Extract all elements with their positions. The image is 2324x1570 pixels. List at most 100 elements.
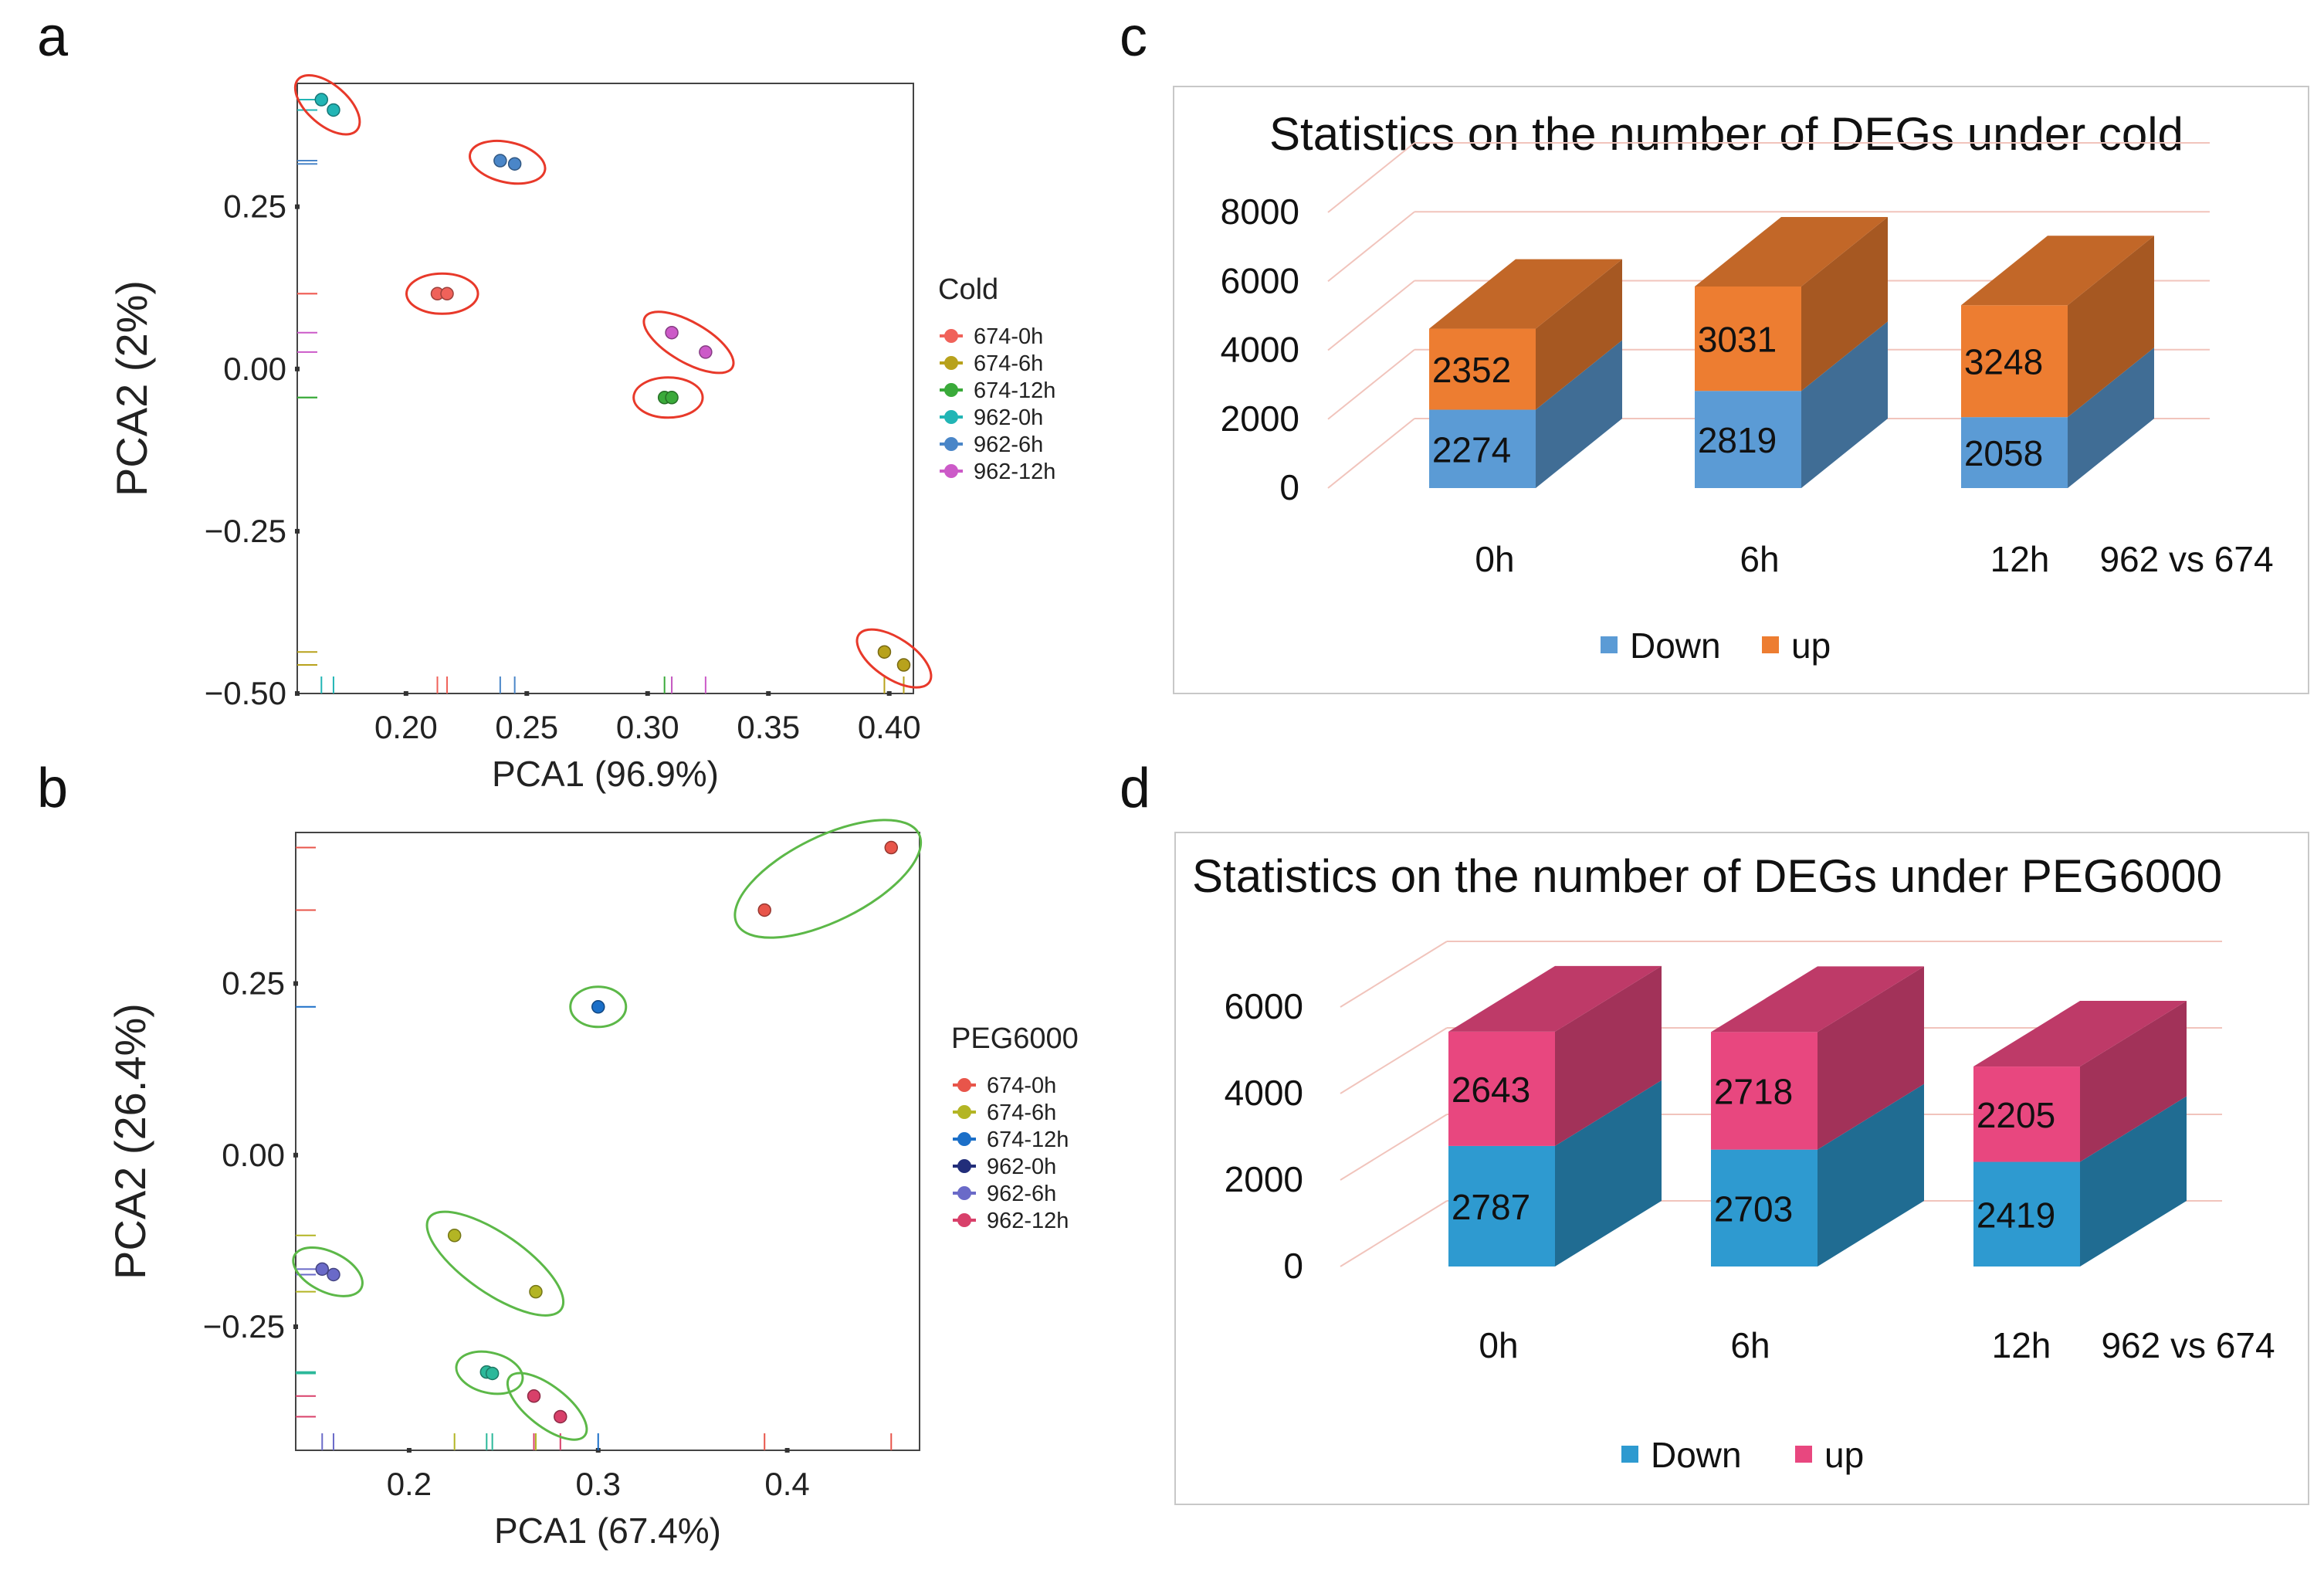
y-tick-label: −0.25 <box>205 513 286 549</box>
data-point <box>896 658 911 672</box>
y-tick-mark <box>293 981 298 986</box>
x-tick-label: 0.2 <box>387 1466 432 1502</box>
plot-frame <box>296 83 914 694</box>
data-point <box>314 93 329 107</box>
data-label-down: 2787 <box>1452 1187 1530 1227</box>
data-point <box>665 391 679 405</box>
data-point <box>440 287 454 301</box>
bar-side-up <box>2068 236 2154 418</box>
gridline-side <box>1327 280 1415 351</box>
data-point <box>591 1000 605 1014</box>
y-tick-label: 0.00 <box>223 351 286 387</box>
bar-top <box>1448 965 1662 1032</box>
bar-side-up <box>1555 965 1662 1146</box>
bar-segment-down <box>1448 1145 1555 1267</box>
data-point <box>507 157 522 171</box>
category-label: 12h <box>1990 539 2050 579</box>
y-tick-label: 6000 <box>1225 986 1303 1026</box>
stacked-bar-12h: 2419 2205 <box>1973 1001 2187 1267</box>
bar-side-up <box>1536 259 1622 410</box>
y-tick-mark <box>293 1324 298 1329</box>
legend-item-label: 674-12h <box>974 378 1055 403</box>
data-label-up: 3031 <box>1698 320 1777 360</box>
x-axis-label: PCA1 (96.9%) <box>492 754 719 794</box>
y-tick-label: 0 <box>1283 1246 1303 1286</box>
stacked-bar-0h: 2274 2352 <box>1429 259 1622 488</box>
data-point <box>527 1389 541 1403</box>
legend-title: Cold <box>938 273 998 306</box>
legend-item-label: 962-6h <box>987 1182 1056 1206</box>
data-point <box>327 103 340 117</box>
legend-item-label: 962-12h <box>974 459 1055 484</box>
data-point <box>554 1409 567 1424</box>
x-tick-label: 0.30 <box>616 709 679 745</box>
gridline-side <box>1340 1200 1448 1267</box>
legend-title: PEG6000 <box>951 1022 1079 1055</box>
legend-key-dot <box>944 356 958 370</box>
bar-top <box>1973 1001 2187 1067</box>
data-point <box>447 1229 462 1243</box>
y-tick-label: 0.25 <box>223 188 286 225</box>
bar-top <box>1429 259 1622 329</box>
legend-label-up: up <box>1824 1435 1864 1475</box>
bar-segment-down <box>1711 1149 1818 1267</box>
panel-label-c: c <box>1120 6 1147 68</box>
x-tick-label: 0.40 <box>858 709 921 745</box>
data-label-down: 2703 <box>1714 1189 1793 1229</box>
data-point <box>884 840 899 855</box>
bar-side-up <box>2080 1001 2187 1162</box>
bar-side-down <box>1801 321 1888 488</box>
y-tick-label: −0.50 <box>205 675 286 711</box>
legend-item-label: 674-6h <box>974 351 1043 376</box>
bar-side-down <box>1818 1083 1924 1267</box>
category-label: 12h <box>1992 1325 2051 1365</box>
bar-segment-down <box>1973 1161 2080 1267</box>
group-ellipse <box>405 272 479 315</box>
pca-plot-b: 0.2 0.3 0.4 0.25 0.00 −0.25 PCA1 (67.4%) PCA2 (… <box>106 819 1079 1551</box>
legend-key-dot <box>944 410 958 424</box>
bar-top <box>1711 966 1924 1033</box>
legend-key-dot <box>957 1213 971 1227</box>
legend-label-down: Down <box>1651 1435 1742 1475</box>
y-tick-mark <box>295 528 300 534</box>
legend-item-label: 962-12h <box>987 1209 1069 1233</box>
group-ellipse <box>569 985 628 1029</box>
legend-label-down: Down <box>1630 626 1721 666</box>
legend-key-dot <box>957 1186 971 1200</box>
panel-label-a: a <box>37 6 69 68</box>
legend-key-dot <box>944 383 958 397</box>
group-ellipse <box>293 73 361 136</box>
panel-label-d: d <box>1120 758 1150 819</box>
data-label-up: 2643 <box>1452 1070 1530 1110</box>
group-ellipse <box>292 1246 364 1297</box>
data-point <box>665 325 679 340</box>
y-tick-label: 8000 <box>1221 192 1299 232</box>
bar-segment-up <box>1961 305 2068 418</box>
legend-item-label: 962-6h <box>974 432 1043 457</box>
gridline-side <box>1340 941 1448 1008</box>
comparison-label: 962 vs 674 <box>2099 539 2273 579</box>
legend-item-label: 674-0h <box>974 324 1043 349</box>
data-label-up: 2352 <box>1432 350 1511 390</box>
y-tick-label: 4000 <box>1221 330 1299 370</box>
group-ellipse <box>425 1210 565 1317</box>
legend-item-label: 674-12h <box>987 1127 1069 1152</box>
y-tick-label: −0.25 <box>203 1308 285 1345</box>
gridline-side <box>1327 142 1415 213</box>
data-point <box>529 1284 543 1299</box>
group-ellipse <box>632 376 704 419</box>
data-label-down: 2058 <box>1964 433 2043 473</box>
legend-key-dot <box>957 1078 971 1092</box>
gridline-side <box>1327 211 1415 283</box>
y-tick-label: 4000 <box>1225 1073 1303 1113</box>
data-label-up: 2718 <box>1714 1072 1793 1112</box>
group-ellipse <box>455 1350 524 1395</box>
bar-top <box>1961 236 2154 306</box>
legend-swatch-up <box>1795 1446 1812 1463</box>
y-tick-label: 2000 <box>1221 398 1299 439</box>
y-tick-label: 2000 <box>1225 1159 1303 1199</box>
x-tick-label: 0.20 <box>374 709 438 745</box>
bar-segment-down <box>1429 409 1536 488</box>
x-tick-mark <box>766 691 771 696</box>
group-ellipse <box>469 140 547 185</box>
